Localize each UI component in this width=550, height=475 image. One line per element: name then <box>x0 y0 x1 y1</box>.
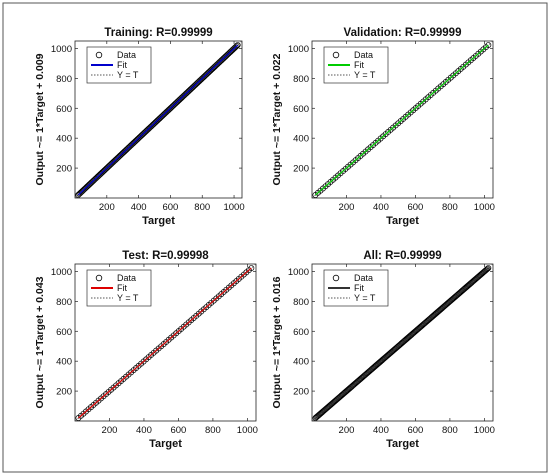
y-tick-label: 600 <box>56 327 72 338</box>
x-tick-label: 800 <box>194 202 210 213</box>
y-tick-label: 400 <box>293 134 309 145</box>
legend-fit-label: Fit <box>354 60 364 70</box>
data-point <box>234 42 241 48</box>
legend-data-label: Data <box>117 273 136 283</box>
x-tick-label: 400 <box>131 202 147 213</box>
y-tick-label: 1000 <box>288 44 309 55</box>
regression-panel-3: Test: R=0.99998 200 400 600 800 1000 200 400 600… <box>34 250 258 450</box>
x-tick-label: 600 <box>407 425 423 436</box>
y-tick-label: 800 <box>56 74 72 85</box>
data-point <box>485 265 492 271</box>
data-point <box>483 266 490 273</box>
x-tick-label: 200 <box>339 202 355 213</box>
x-tick-label: 800 <box>442 425 458 436</box>
y-tick-label: 600 <box>56 104 72 115</box>
legend-data-marker <box>332 274 340 282</box>
y-tick-label: 400 <box>56 134 72 145</box>
y-axis-label: Output ~= 1*Target + 0.016 <box>271 276 283 408</box>
plot-inner <box>75 41 242 198</box>
legend-data-label: Data <box>354 273 373 283</box>
plot-title: Test: R=0.99998 <box>122 250 209 262</box>
plot-title: Validation: R=0.99999 <box>344 27 462 39</box>
fit-line <box>78 267 252 419</box>
y-tick-label: 1000 <box>51 267 72 278</box>
plot-title: All: R=0.99999 <box>363 250 441 262</box>
legend-fit-label: Fit <box>117 283 127 293</box>
legend-identity-label: Y = T <box>354 293 376 303</box>
y-tick-label: 800 <box>56 297 72 308</box>
y-tick-label: 1000 <box>51 44 72 55</box>
fit-line <box>77 44 239 196</box>
y-tick-label: 200 <box>56 387 72 398</box>
y-tick-label: 800 <box>293 74 309 85</box>
data-point <box>248 265 255 271</box>
data-point <box>232 43 239 50</box>
legend-fit-label: Fit <box>117 60 127 70</box>
x-tick-label: 200 <box>99 202 115 213</box>
regression-panel-1: Training: R=0.99999 200 400 600 800 1000 200 40… <box>34 27 245 227</box>
y-tick-label: 600 <box>293 327 309 338</box>
y-tick-label: 200 <box>293 387 309 398</box>
y-tick-label: 1000 <box>288 267 309 278</box>
x-tick-label: 800 <box>205 425 221 436</box>
x-axis-label: Target <box>386 438 419 450</box>
x-tick-label: 200 <box>102 425 118 436</box>
y-axis-label: Output ~= 1*Target + 0.009 <box>34 53 46 185</box>
plot-title: Training: R=0.99999 <box>104 27 212 39</box>
x-tick-label: 1000 <box>474 202 495 213</box>
plot-inner <box>312 264 493 421</box>
x-axis-label: Target <box>142 215 175 227</box>
plot-inner <box>75 264 256 421</box>
legend-data-label: Data <box>117 50 136 60</box>
y-axis-label: Output ~= 1*Target + 0.022 <box>271 53 283 185</box>
legend-data-label: Data <box>354 50 373 60</box>
legend-box <box>323 46 389 84</box>
x-tick-label: 1000 <box>237 425 258 436</box>
x-tick-label: 600 <box>162 202 178 213</box>
x-tick-label: 400 <box>136 425 152 436</box>
data-point <box>233 43 240 49</box>
regression-panel-2: Validation: R=0.99999 200 400 600 800 1000 200… <box>271 27 495 227</box>
x-tick-label: 1000 <box>474 425 495 436</box>
x-tick-label: 400 <box>373 425 389 436</box>
legend-identity-label: Y = T <box>117 293 139 303</box>
data-point <box>485 42 492 48</box>
legend-identity-label: Y = T <box>354 70 376 80</box>
data-point <box>484 265 491 272</box>
legend-identity-label: Y = T <box>117 70 139 80</box>
y-tick-label: 600 <box>293 104 309 115</box>
plot-inner <box>312 41 493 198</box>
fit-line <box>315 44 489 196</box>
x-tick-label: 400 <box>373 202 389 213</box>
x-tick-label: 200 <box>339 425 355 436</box>
x-axis-label: Target <box>386 215 419 227</box>
x-tick-label: 600 <box>407 202 423 213</box>
legend-data-marker <box>95 274 103 282</box>
legend-data-marker <box>332 51 340 59</box>
y-tick-label: 200 <box>56 164 72 175</box>
x-tick-label: 600 <box>170 425 186 436</box>
y-axis-label: Output ~= 1*Target + 0.043 <box>34 276 46 408</box>
y-tick-label: 400 <box>56 357 72 368</box>
x-tick-label: 800 <box>442 202 458 213</box>
legend-fit-label: Fit <box>354 283 364 293</box>
legend-data-marker <box>95 51 103 59</box>
y-tick-label: 400 <box>293 357 309 368</box>
y-tick-label: 200 <box>293 164 309 175</box>
x-tick-label: 1000 <box>223 202 244 213</box>
regression-panel-4: All: R=0.99999 200 400 600 800 1000 200 400 600 8… <box>271 250 495 450</box>
x-axis-label: Target <box>149 438 182 450</box>
y-tick-label: 800 <box>293 297 309 308</box>
fit-line <box>315 267 489 419</box>
